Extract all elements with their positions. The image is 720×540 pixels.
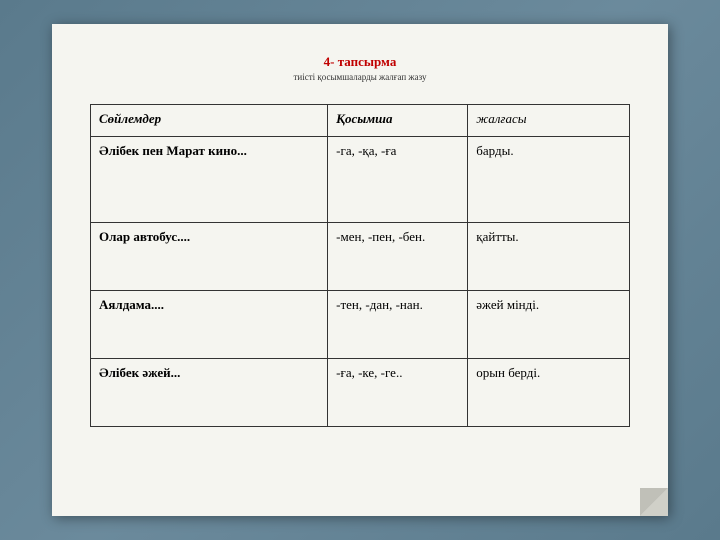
cell-ending: барды. [468, 137, 630, 223]
cell-suffix: -тен, -дан, -нан. [328, 291, 468, 359]
table-header-row: Сөйлемдер Қосымша жалғасы [91, 105, 630, 137]
cell-sentence: Олар автобус.... [91, 223, 328, 291]
task-title: 4- тапсырма [90, 54, 630, 70]
cell-ending: әжей мінді. [468, 291, 630, 359]
header-ending: жалғасы [468, 105, 630, 137]
header-suffix: Қосымша [328, 105, 468, 137]
table-row: Олар автобус.... -мен, -пен, -бен. қайтт… [91, 223, 630, 291]
cell-suffix: -мен, -пен, -бен. [328, 223, 468, 291]
cell-sentence: Әлібек әжей... [91, 359, 328, 427]
header-sentences: Сөйлемдер [91, 105, 328, 137]
cell-suffix: -ға, -ке, -ге.. [328, 359, 468, 427]
cell-ending: орын берді. [468, 359, 630, 427]
grammar-table: Сөйлемдер Қосымша жалғасы Әлібек пен Мар… [90, 104, 630, 427]
cell-ending: қайтты. [468, 223, 630, 291]
page-corner-fold-icon [640, 488, 668, 516]
table-row: Әлібек әжей... -ға, -ке, -ге.. орын берд… [91, 359, 630, 427]
table-row: Әлібек пен Марат кино... -га, -қа, -ға б… [91, 137, 630, 223]
cell-suffix: -га, -қа, -ға [328, 137, 468, 223]
task-subtitle: тиісті қосымшаларды жалғап жазу [90, 72, 630, 82]
slide-page: 4- тапсырма тиісті қосымшаларды жалғап ж… [52, 24, 668, 516]
cell-sentence: Әлібек пен Марат кино... [91, 137, 328, 223]
cell-sentence: Аялдама.... [91, 291, 328, 359]
table-row: Аялдама.... -тен, -дан, -нан. әжей мінді… [91, 291, 630, 359]
